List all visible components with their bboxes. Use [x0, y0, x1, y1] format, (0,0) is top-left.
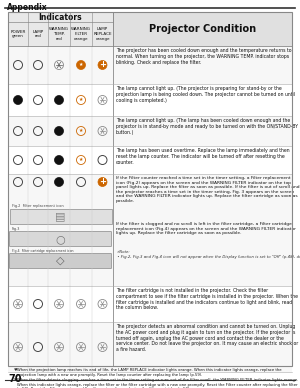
Circle shape [98, 177, 107, 187]
Text: Appendix: Appendix [7, 3, 48, 12]
Text: Fig.2  Filter replacement icon: Fig.2 Filter replacement icon [12, 204, 64, 208]
Circle shape [76, 61, 85, 69]
FancyBboxPatch shape [113, 12, 292, 46]
Text: +: + [99, 177, 106, 186]
FancyBboxPatch shape [8, 116, 292, 146]
Circle shape [55, 156, 64, 165]
FancyBboxPatch shape [10, 253, 112, 268]
Text: LAMP
red: LAMP red [32, 30, 44, 38]
Text: ✓Note:
 • Fig.2, Fig.3 and Fig.4 icon will not appear when the Display function : ✓Note: • Fig.2, Fig.3 and Fig.4 icon wil… [116, 250, 300, 258]
FancyBboxPatch shape [8, 84, 292, 116]
Text: WARNING
TEMP.
red: WARNING TEMP. red [49, 28, 69, 41]
FancyBboxPatch shape [8, 286, 292, 322]
Text: The projector detects an abnormal condition and cannot be turned on. Unplug the : The projector detects an abnormal condit… [116, 324, 298, 352]
Text: The projector has been cooled down enough and the temperature returns to normal.: The projector has been cooled down enoug… [116, 48, 292, 64]
Text: 70: 70 [8, 374, 22, 384]
Text: +: + [99, 60, 106, 69]
Text: Projector Condition: Projector Condition [149, 24, 256, 34]
FancyBboxPatch shape [8, 146, 292, 174]
Text: ★: ★ [79, 97, 83, 102]
Text: POWER
green: POWER green [10, 30, 26, 38]
Text: When the projection lamp reaches its end of life, the LAMP REPLACE indicator lig: When the projection lamp reaches its end… [17, 368, 281, 377]
FancyBboxPatch shape [8, 322, 292, 372]
Text: Fig.4  Filter cartridge replacement icon: Fig.4 Filter cartridge replacement icon [12, 249, 74, 253]
FancyBboxPatch shape [10, 208, 112, 223]
Text: ★: ★ [79, 157, 83, 162]
Text: ★: ★ [79, 128, 83, 133]
Circle shape [14, 95, 22, 104]
Text: The lamp cannot light up. (The lamp has been cooled down enough and the projecto: The lamp cannot light up. (The lamp has … [116, 118, 298, 135]
Circle shape [55, 126, 64, 135]
FancyBboxPatch shape [8, 174, 292, 286]
Text: The lamp cannot light up. (The projector is preparing for stand-by or the projec: The lamp cannot light up. (The projector… [116, 86, 295, 102]
Text: The lamp has been used overtime. Replace the lamp immediately and then reset the: The lamp has been used overtime. Replace… [116, 148, 290, 165]
Text: WARNING
FILTER
orange: WARNING FILTER orange [71, 28, 91, 41]
FancyBboxPatch shape [10, 232, 112, 246]
Text: If the filter is clogged and no scroll is left in the filter cartridge, a Filter: If the filter is clogged and no scroll i… [116, 222, 296, 235]
Text: If the Filter counter reached a time set in the timer setting, a Filter replacem: If the Filter counter reached a time set… [116, 176, 300, 203]
Circle shape [98, 61, 107, 69]
FancyBboxPatch shape [8, 12, 113, 46]
Text: Fig.3: Fig.3 [12, 227, 20, 231]
Text: ▤: ▤ [55, 211, 66, 221]
Text: When the filter detects clogging, reaches a time set in the timer setting or run: When the filter detects clogging, reache… [17, 378, 298, 388]
Circle shape [55, 177, 64, 187]
Text: ♥: ♥ [14, 378, 18, 382]
Circle shape [55, 95, 64, 104]
Text: ♥: ♥ [14, 368, 18, 372]
Text: The filter cartridge is not installed in the projector. Check the filter compart: The filter cartridge is not installed in… [116, 288, 298, 310]
Text: Indicators: Indicators [39, 12, 82, 21]
FancyBboxPatch shape [8, 46, 292, 84]
Text: LAMP
REPLACE
orange: LAMP REPLACE orange [93, 28, 112, 41]
Text: ★: ★ [79, 62, 83, 67]
Text: ◇: ◇ [56, 256, 65, 266]
Text: ○: ○ [56, 234, 65, 244]
